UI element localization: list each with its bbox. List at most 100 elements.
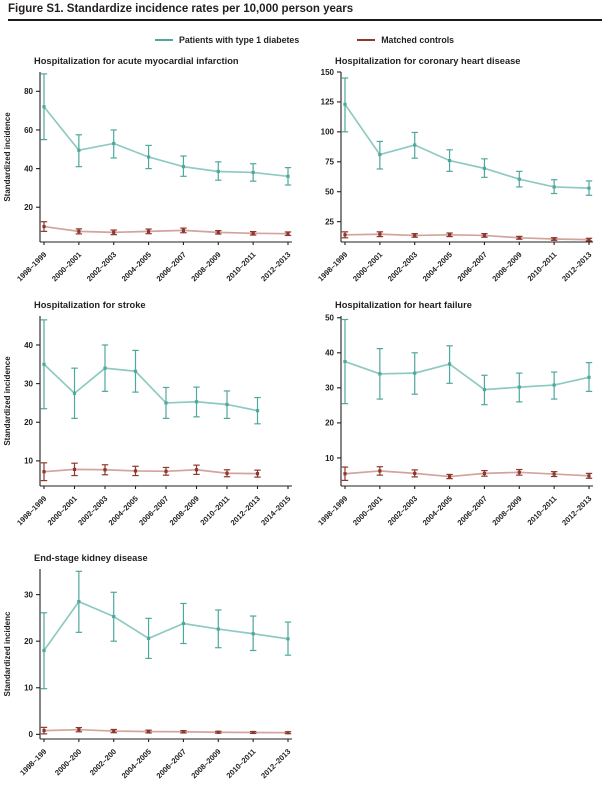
data-point-marker — [286, 637, 290, 641]
panel-end-stage-kidney-disease: End-stage kidney disease 0 10 20 30 Standardi… — [0, 549, 300, 792]
data-point-marker — [112, 141, 116, 146]
matched-controls-series — [341, 466, 593, 481]
svg-text:2012–2013: 2012–2013 — [560, 250, 593, 283]
svg-text:Hospitalization for heart fail: Hospitalization for heart failure — [335, 300, 472, 310]
data-point-marker — [216, 169, 220, 174]
data-point-marker — [378, 232, 382, 236]
data-point-marker — [413, 233, 417, 238]
data-point-marker — [343, 472, 347, 476]
svg-text:2008–2009: 2008–2009 — [490, 494, 523, 527]
matched-controls-series — [40, 726, 292, 735]
data-point-marker — [587, 186, 591, 190]
svg-text:Hospitalization for acute myoc: Hospitalization for acute myocardial inf… — [34, 56, 239, 66]
figure-title: Figure S1. Standardize incidence rates p… — [8, 3, 354, 15]
svg-text:2004–2005: 2004–2005 — [107, 494, 141, 528]
matched-controls-series — [40, 221, 292, 237]
data-point-marker — [255, 409, 260, 413]
data-point-marker — [42, 729, 46, 733]
data-point-marker — [447, 362, 452, 366]
data-point-marker — [413, 371, 417, 375]
svg-text:2000–2001: 2000–2001 — [46, 494, 80, 528]
data-point-marker — [343, 359, 347, 364]
svg-text:2008–2009: 2008–2009 — [189, 250, 222, 283]
svg-text:Standardized incidence: Standardized incidence — [3, 112, 12, 202]
svg-text:2002–2003: 2002–2003 — [85, 250, 118, 283]
svg-text:10: 10 — [24, 684, 33, 693]
data-point-marker — [146, 729, 151, 734]
data-point-marker — [587, 238, 591, 242]
svg-text:50: 50 — [325, 314, 334, 323]
svg-text:2010–2011: 2010–2011 — [225, 747, 258, 780]
svg-text:100: 100 — [321, 128, 335, 137]
svg-text:20: 20 — [24, 637, 33, 646]
svg-text:30: 30 — [325, 384, 334, 393]
svg-text:2012–2013: 2012–2013 — [259, 250, 292, 283]
svg-text:2014–2015: 2014–2015 — [259, 494, 293, 528]
svg-text:2012–2013: 2012–2013 — [259, 747, 292, 780]
data-point-marker — [72, 467, 77, 471]
panel-coronary-heart-disease: Hospitalization for coronary heart disea… — [301, 52, 601, 295]
type-1-diabetes-series — [341, 77, 593, 196]
svg-text:2010–2011: 2010–2011 — [198, 494, 231, 527]
svg-text:Standardized incidence: Standardized incidence — [3, 356, 12, 446]
data-point-marker — [133, 469, 138, 473]
data-point-marker — [72, 391, 77, 395]
svg-text:60: 60 — [24, 126, 33, 135]
data-point-marker — [482, 388, 487, 392]
panel-acute-myocardial-infarction: Hospitalization for acute myocardial inf… — [0, 52, 300, 295]
svg-text:1998–1999: 1998–1999 — [15, 494, 48, 527]
data-point-marker — [517, 177, 521, 181]
data-point-marker — [286, 232, 290, 236]
figure-legend: Patients with type 1 diabetes Matched co… — [0, 35, 609, 45]
data-point-marker — [447, 233, 452, 237]
svg-text:2010–2011: 2010–2011 — [526, 494, 559, 527]
svg-text:0: 0 — [29, 730, 34, 739]
svg-text:2006–2007: 2006–2007 — [456, 250, 489, 283]
data-point-marker — [42, 648, 46, 653]
data-point-marker — [552, 237, 556, 241]
svg-text:10: 10 — [325, 454, 334, 463]
data-point-marker — [42, 224, 46, 229]
type-1-diabetes-series — [40, 73, 292, 186]
chart-heart-failure: Hospitalization for heart failure 10 20 30 4… — [316, 300, 593, 528]
data-point-marker — [112, 614, 116, 619]
data-point-marker — [482, 471, 487, 475]
svg-text:2008–2009: 2008–2009 — [490, 250, 523, 283]
data-point-marker — [286, 174, 290, 178]
data-point-marker — [517, 236, 521, 240]
data-point-marker — [482, 233, 487, 238]
svg-text:25: 25 — [325, 217, 334, 226]
svg-text:2010–2011: 2010–2011 — [225, 250, 258, 283]
svg-text:End-stage kidney disease: End-stage kidney disease — [34, 553, 148, 563]
data-point-marker — [286, 731, 290, 735]
matched-controls-series — [40, 462, 261, 482]
data-point-marker — [42, 362, 46, 366]
data-point-marker — [587, 474, 591, 478]
data-point-marker — [194, 400, 199, 404]
data-point-marker — [343, 102, 347, 106]
data-point-marker — [42, 105, 46, 109]
legend-item-controls: Matched controls — [357, 35, 454, 45]
data-point-marker — [146, 636, 151, 640]
svg-text:40: 40 — [325, 349, 334, 358]
svg-text:20: 20 — [325, 419, 334, 428]
data-point-marker — [447, 474, 452, 479]
svg-text:20: 20 — [24, 418, 33, 427]
svg-text:30: 30 — [24, 590, 33, 599]
data-point-marker — [225, 402, 229, 407]
data-point-marker — [482, 166, 487, 170]
svg-text:2006–2007: 2006–2007 — [155, 747, 188, 780]
data-point-marker — [181, 730, 186, 734]
data-point-marker — [77, 229, 81, 233]
data-point-marker — [587, 375, 591, 379]
data-point-marker — [112, 230, 116, 234]
data-point-marker — [42, 470, 46, 474]
data-point-marker — [552, 383, 556, 387]
svg-text:2000–2001: 2000–2001 — [351, 494, 385, 528]
svg-text:10: 10 — [24, 457, 33, 466]
data-point-marker — [133, 369, 138, 373]
data-point-marker — [216, 730, 220, 734]
svg-text:2006–2007: 2006–2007 — [155, 250, 188, 283]
svg-text:2006–2007: 2006–2007 — [456, 494, 489, 527]
